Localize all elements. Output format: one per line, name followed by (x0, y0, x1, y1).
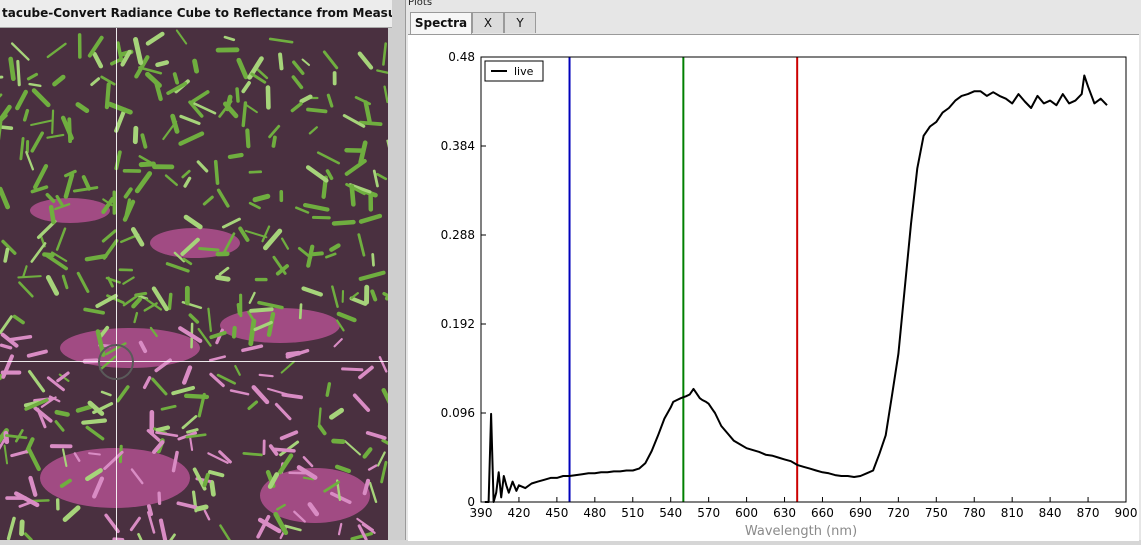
x-tick-label: 690 (849, 506, 872, 520)
tab-x[interactable]: X (472, 12, 504, 33)
x-tick-label: 720 (887, 506, 910, 520)
image-window-title: tacube-Convert Radiance Cube to Reflecta… (0, 0, 394, 28)
plots-panel-label: Plots (408, 0, 432, 8)
crosshair-vertical-line (116, 28, 117, 540)
x-tick-label: 420 (507, 506, 530, 520)
tab-spectra[interactable]: Spectra (410, 12, 472, 35)
pixel-selection-cursor[interactable] (98, 344, 134, 380)
x-tick-label: 810 (1001, 506, 1024, 520)
y-tick-label: 0.288 (441, 228, 475, 242)
legend-label: live (514, 65, 534, 78)
x-tick-label: 480 (583, 506, 606, 520)
plot-tabs: Spectra X Y (410, 12, 1140, 34)
tab-y[interactable]: Y (504, 12, 536, 33)
y-tick-label: 0.096 (441, 406, 475, 420)
x-tick-label: 750 (925, 506, 948, 520)
x-tick-label: 630 (773, 506, 796, 520)
crosshair-horizontal-line (0, 361, 388, 362)
x-tick-label: 780 (963, 506, 986, 520)
y-tick-label: 0.192 (441, 317, 475, 331)
hyperspectral-image-view[interactable] (0, 28, 388, 540)
x-tick-label: 840 (1039, 506, 1062, 520)
x-tick-label: 900 (1115, 506, 1138, 520)
y-tick-label: 0 (467, 495, 475, 509)
pane-splitter[interactable] (392, 0, 406, 540)
y-tick-label: 0.48 (448, 50, 475, 64)
x-axis-label: Wavelength (nm) (745, 524, 857, 539)
x-tick-label: 540 (659, 506, 682, 520)
image-texture (0, 28, 388, 540)
y-tick-label: 0.384 (441, 139, 475, 153)
plot-axes-box (481, 57, 1126, 502)
x-tick-label: 450 (545, 506, 568, 520)
image-panel: tacube-Convert Radiance Cube to Reflecta… (0, 0, 393, 540)
x-tick-label: 870 (1077, 506, 1100, 520)
x-tick-label: 600 (735, 506, 758, 520)
x-tick-label: 570 (697, 506, 720, 520)
x-tick-label: 510 (621, 506, 644, 520)
series-line-live (485, 76, 1107, 503)
x-tick-label: 660 (811, 506, 834, 520)
